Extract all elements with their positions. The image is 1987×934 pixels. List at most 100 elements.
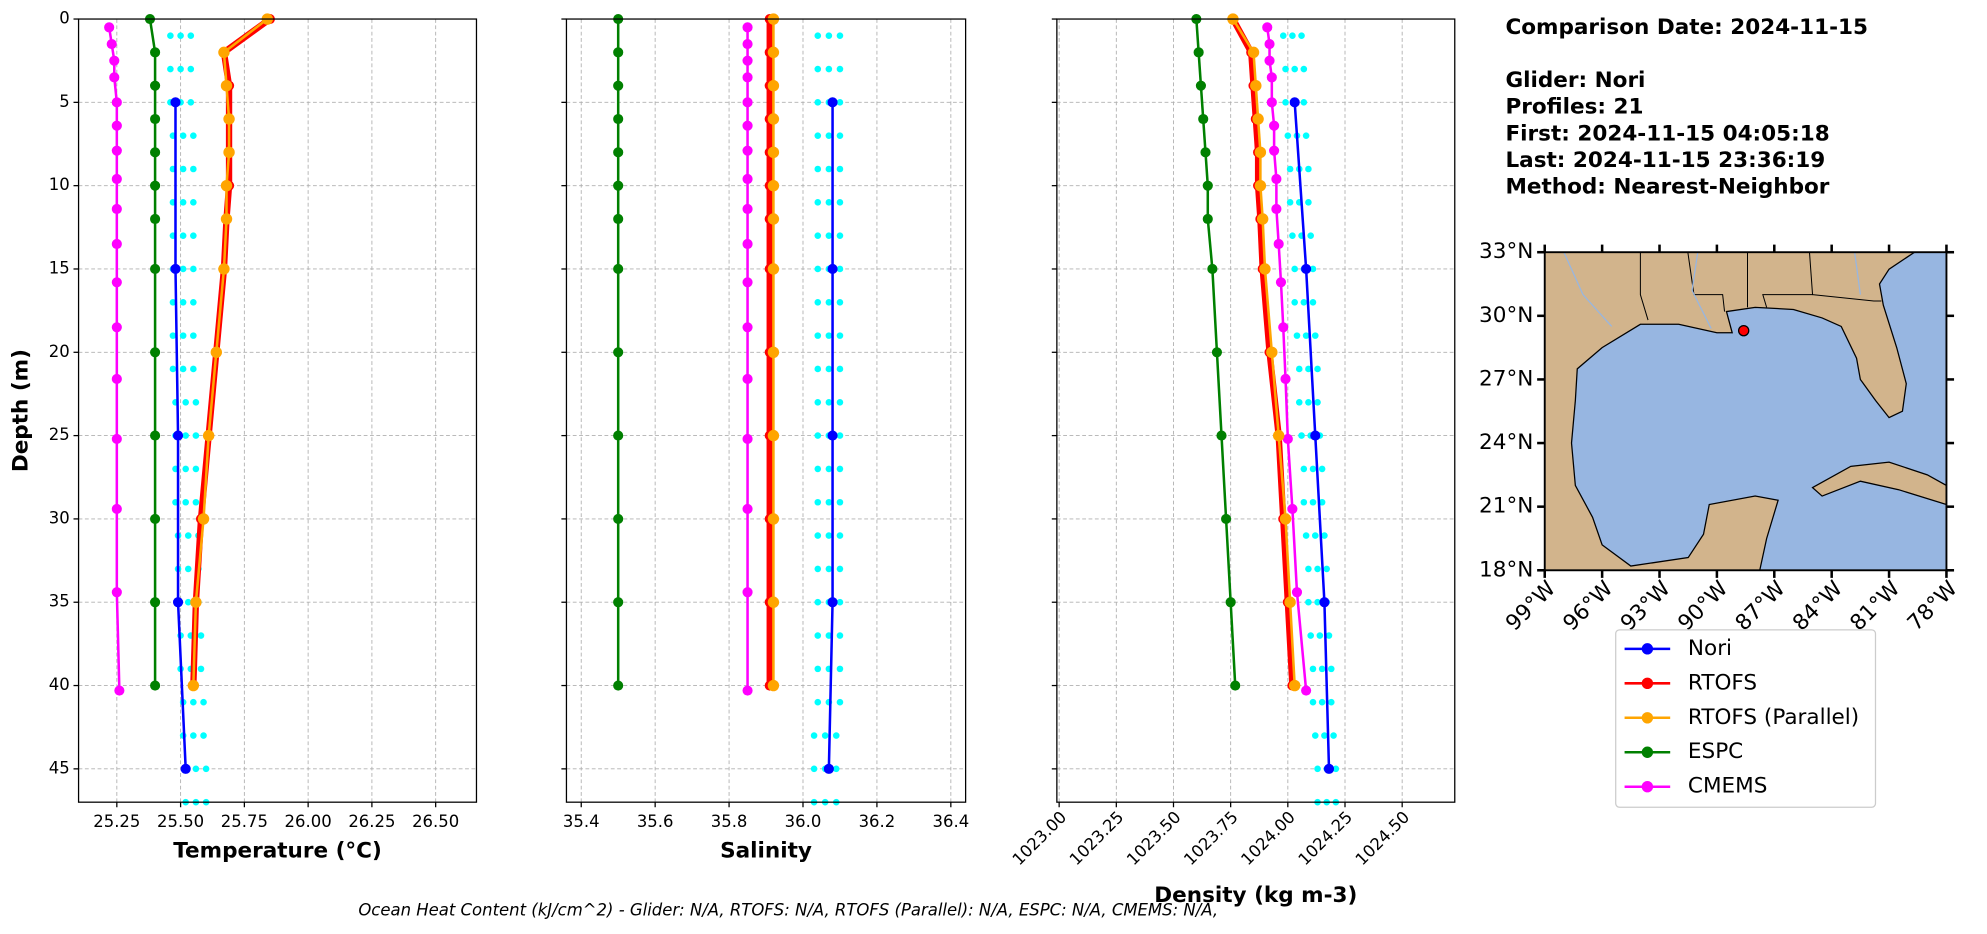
profile-marker	[1250, 79, 1262, 92]
profile-marker	[150, 147, 161, 158]
glider-point	[814, 365, 822, 373]
glider-point	[1289, 232, 1296, 239]
glider-point	[810, 732, 818, 739]
profile-marker	[1287, 503, 1298, 514]
profile-marker	[1323, 763, 1335, 774]
map-x-label: 87°W	[1731, 576, 1791, 636]
glider-point	[1291, 65, 1298, 73]
profile-marker	[150, 263, 161, 275]
glider-point	[179, 232, 187, 239]
profile-marker	[111, 433, 122, 445]
glider-point	[1318, 465, 1326, 473]
profile-marker	[767, 429, 780, 442]
map-x-label: 99°W	[1501, 576, 1561, 636]
glider-point	[1305, 598, 1312, 606]
profile-marker	[613, 597, 624, 608]
glider-point	[1291, 265, 1298, 273]
profile-marker	[613, 263, 624, 275]
glider-point	[179, 365, 187, 373]
legend-label: ESPC	[1688, 739, 1743, 764]
profile-marker	[1272, 429, 1285, 442]
glider-point	[190, 265, 197, 273]
glider-point	[825, 365, 833, 373]
info-line: Comparison Date: 2024-11-15	[1505, 15, 1868, 40]
glider-point	[179, 165, 187, 173]
profile-marker	[210, 346, 223, 358]
glider-point	[825, 398, 833, 406]
border	[1812, 294, 1882, 302]
profile-marker	[220, 79, 233, 92]
profile-marker	[767, 263, 780, 275]
profile-marker	[187, 679, 200, 692]
profile-marker	[111, 373, 122, 385]
profile-marker	[106, 38, 117, 50]
profile-marker	[742, 55, 753, 66]
glider-point	[182, 498, 189, 506]
profile-marker	[767, 79, 780, 92]
glider-point	[1332, 765, 1340, 773]
profile-marker	[767, 146, 780, 159]
profile-marker	[742, 238, 753, 250]
glider-point	[1293, 332, 1301, 339]
profile-marker	[1266, 97, 1277, 108]
legend-label: RTOFS	[1688, 670, 1757, 695]
profile-marker	[111, 238, 122, 250]
profile-marker	[1275, 277, 1287, 288]
glider-point	[1289, 32, 1296, 39]
profile-marker	[742, 433, 753, 445]
x-axis-label: Temperature (°C)	[173, 839, 382, 864]
river	[1691, 252, 1712, 329]
profile-marker	[613, 113, 624, 125]
y-tick-label: 40	[49, 675, 70, 694]
glider-point	[184, 532, 192, 539]
profile-marker	[742, 503, 753, 514]
profile-marker	[1207, 263, 1218, 275]
profile-marker	[1221, 513, 1232, 524]
profile-marker	[1301, 263, 1312, 275]
profile-marker	[172, 597, 184, 608]
glider-point	[200, 698, 207, 706]
profile-marker	[1202, 180, 1213, 191]
profile-marker	[827, 97, 838, 108]
axes-frame	[1056, 18, 1456, 803]
profile-marker	[1264, 55, 1275, 66]
glider-point	[836, 398, 844, 406]
profile-marker	[742, 145, 753, 156]
glider-point	[814, 698, 822, 706]
info-line: First: 2024-11-15 04:05:18	[1505, 121, 1829, 146]
glider-point	[814, 99, 822, 106]
profile-marker	[220, 213, 233, 225]
glider-point	[184, 598, 192, 606]
map-x-label: 96°W	[1558, 576, 1618, 636]
glider-point	[1305, 365, 1312, 373]
glider-point	[1309, 498, 1317, 506]
glider-point	[1325, 632, 1333, 639]
map-y-label: 21°N	[1479, 494, 1533, 519]
glider-point	[1309, 665, 1317, 673]
glider-point	[814, 199, 822, 206]
cuba	[1811, 461, 1947, 506]
glider-point	[836, 132, 844, 139]
x-tick-label: 26.50	[412, 812, 459, 831]
glider-point	[1314, 398, 1321, 406]
glider-point	[836, 65, 844, 73]
glider-point	[836, 332, 844, 339]
glider-point	[814, 65, 822, 73]
legend-marker	[1641, 643, 1654, 655]
glider-point	[190, 698, 197, 706]
glider-point	[167, 32, 174, 39]
glider-point	[1286, 199, 1294, 206]
profile-marker	[150, 513, 161, 524]
profile-marker	[767, 113, 780, 125]
profile-marker	[223, 146, 235, 159]
glider-point	[197, 665, 205, 673]
profile-marker	[1262, 22, 1273, 33]
glider-point	[1309, 265, 1317, 273]
glider-point	[1295, 398, 1303, 406]
profile-marker	[742, 120, 753, 131]
profile-marker	[613, 430, 624, 441]
profile-marker	[742, 685, 753, 696]
profile-marker	[742, 38, 753, 50]
y-tick-label: 30	[49, 508, 70, 527]
profile-marker	[1259, 263, 1271, 275]
